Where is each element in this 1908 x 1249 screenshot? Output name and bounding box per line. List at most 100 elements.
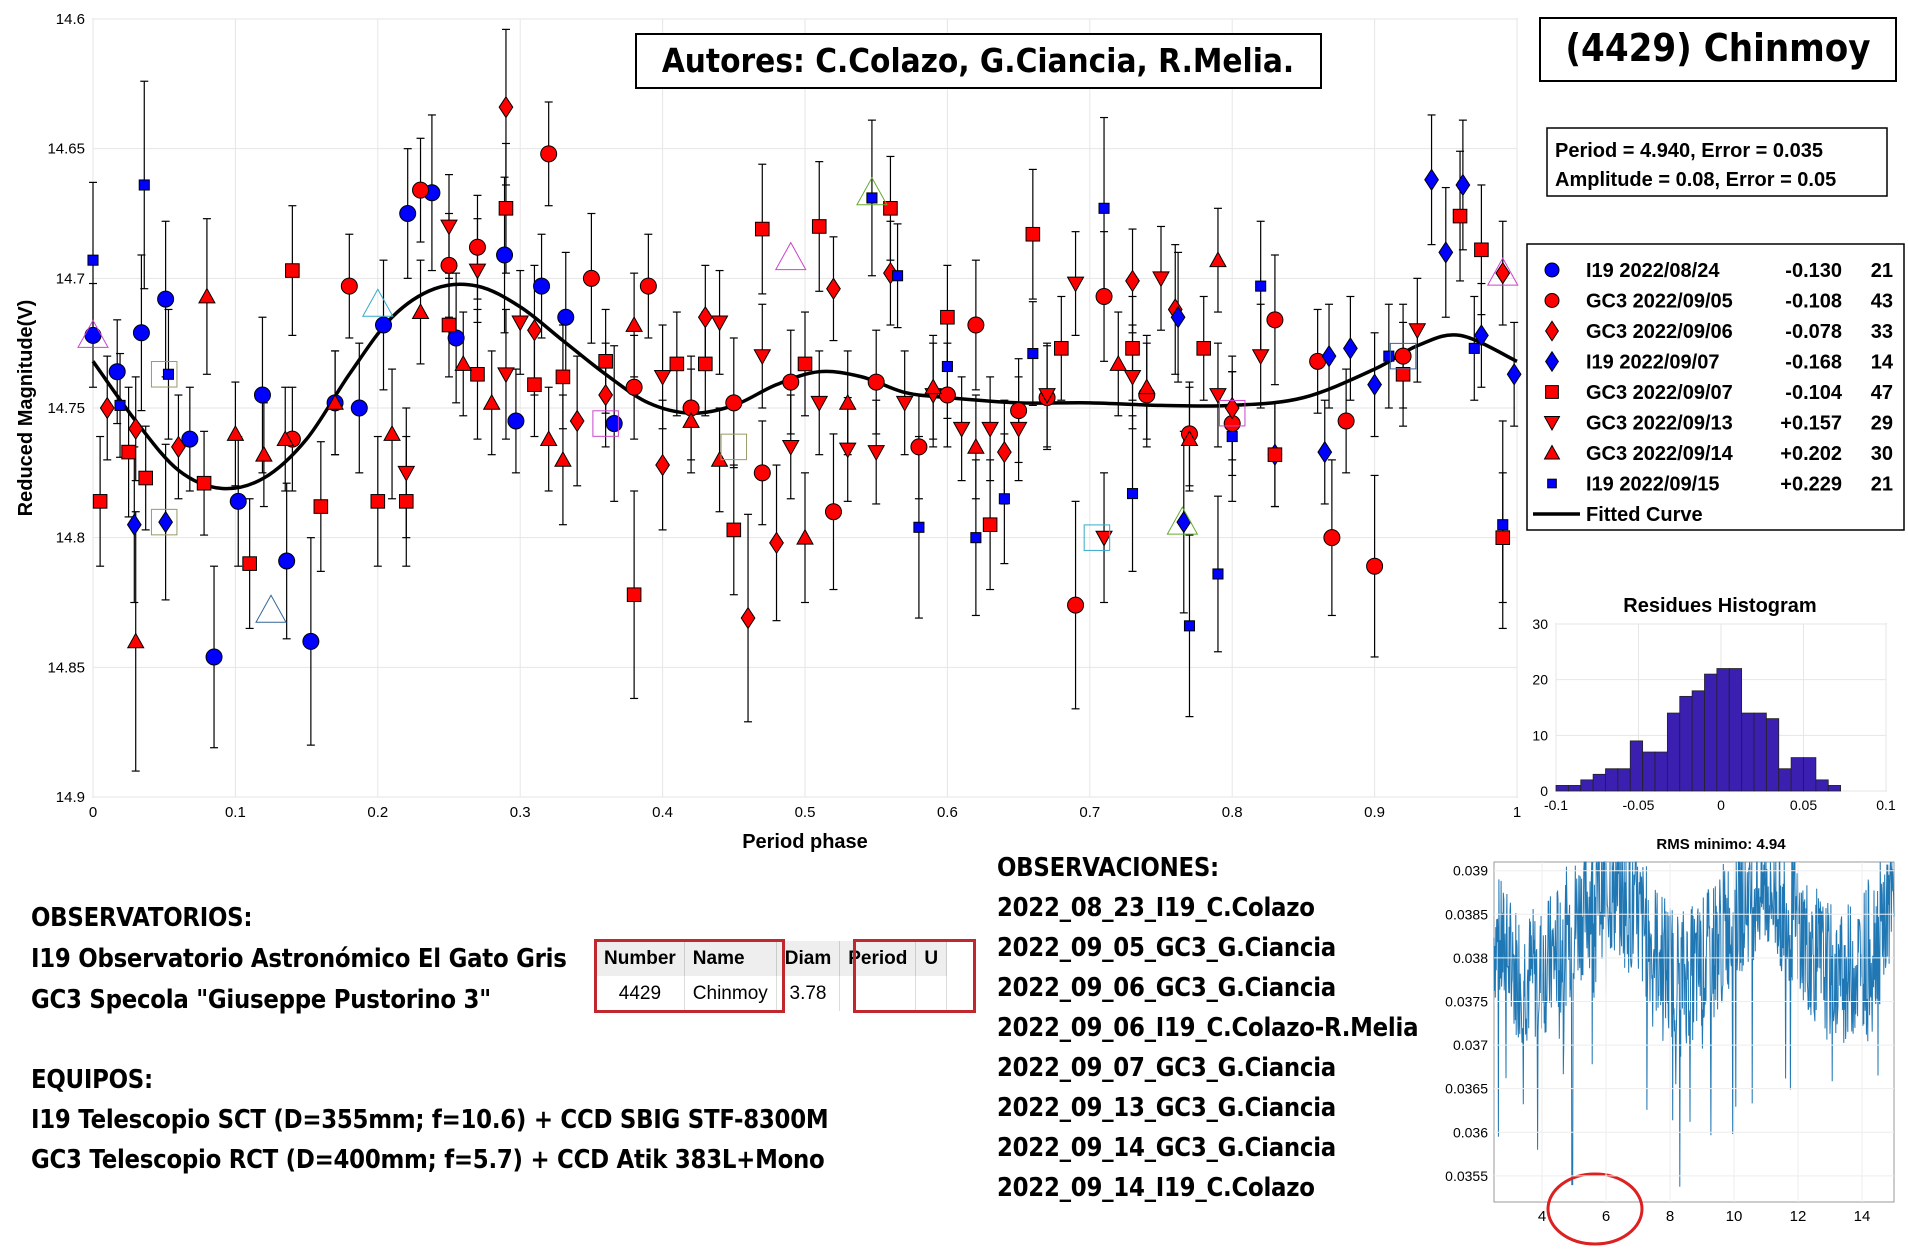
data-point (1506, 362, 1522, 386)
col-period: Period (839, 941, 917, 976)
lightcurve-plot: 0 0.1 0.2 0.3 0.4 0.5 0.6 0.7 0.8 0.9 1 14.6 14.65 14… (15, 11, 1522, 853)
data-point (99, 396, 115, 420)
data-point (533, 277, 551, 295)
data-point (753, 464, 771, 482)
hist-y-tick: 10 (1532, 727, 1548, 743)
data-point (970, 532, 982, 544)
object-title: (4429) Chinmoy (1565, 26, 1870, 70)
legend-offset: +0.157 (1780, 413, 1842, 435)
data-point (769, 531, 784, 555)
col-number: Number (596, 941, 685, 976)
data-point (797, 356, 813, 372)
data-point (982, 517, 998, 533)
hist-x-tick: -0.05 (1623, 797, 1655, 813)
data-point (1323, 529, 1341, 547)
data-point (1438, 241, 1454, 264)
data-point (1474, 242, 1489, 258)
data-point (940, 309, 955, 325)
cell-number: 4429 (596, 976, 685, 1011)
x-tick-label: 0 (89, 804, 97, 821)
data-point (781, 440, 800, 456)
data-point (527, 377, 542, 392)
rms-y-tick: 0.039 (1453, 863, 1488, 879)
data-point (1038, 388, 1056, 405)
rms-x-tick: 6 (1602, 1208, 1610, 1225)
data-point (639, 277, 657, 295)
data-point (555, 369, 571, 385)
data-point (1027, 348, 1039, 360)
cell-u (915, 976, 948, 1011)
data-point (782, 373, 800, 391)
residues-histogram: Residues Histogram 0 10 20 30 -0.1 -0.05 0 0.05… (1532, 595, 1896, 813)
data-point (1497, 519, 1509, 531)
data-point (1209, 251, 1227, 268)
hist-bar (1617, 768, 1631, 792)
data-point (1224, 396, 1240, 420)
data-point (498, 201, 514, 216)
x-tick-label: 0.7 (1079, 804, 1100, 821)
hist-bar (1753, 712, 1767, 792)
data-point (1408, 323, 1427, 340)
data-point (1095, 530, 1113, 547)
legend: I19 2022/08/24 -0.130 21 GC3 2022/09/05 -0.1… (1526, 243, 1905, 531)
hist-x-tick: -0.1 (1544, 797, 1568, 813)
table-header-row: Number Name Diam Period U (596, 941, 948, 976)
data-point (383, 424, 401, 441)
data-point (669, 356, 685, 372)
data-point (171, 435, 186, 459)
data-point (1495, 261, 1511, 285)
data-point (1468, 342, 1480, 354)
data-point (582, 269, 600, 287)
data-point (540, 145, 558, 163)
rms-periodogram: RMS minimo: 4.94 0.0355 0.036 0.0365 0.037 0… (1445, 836, 1895, 1246)
minimum-highlight-circle (1546, 1172, 1644, 1246)
legend-offset: -0.108 (1785, 291, 1842, 313)
y-tick-label: 14.9 (56, 789, 85, 806)
legend-count: 43 (1871, 291, 1893, 313)
data-point (996, 440, 1012, 464)
data-point (397, 465, 416, 482)
data-point (1474, 324, 1489, 347)
table-highlight-period-u (853, 939, 976, 1013)
hist-x-tick: 0.1 (1876, 797, 1896, 813)
data-point (1342, 337, 1358, 360)
legend-label: GC3 2022/09/06 (1586, 321, 1733, 343)
legend-offset: -0.104 (1785, 382, 1843, 404)
legend-label: I19 2022/09/07 (1586, 352, 1719, 374)
x-tick-label: 0.2 (367, 804, 388, 821)
data-point (655, 453, 670, 477)
data-point (255, 445, 273, 462)
y-tick-label: 14.65 (47, 141, 85, 158)
amplitude-text: Amplitude = 0.08, Error = 0.05 (1555, 169, 1836, 191)
hist-bar (1728, 668, 1743, 792)
data-point (374, 316, 392, 334)
legend-offset: +0.229 (1780, 474, 1842, 496)
data-point (1452, 208, 1468, 224)
data-point (1054, 341, 1069, 356)
highlight-marker (856, 176, 888, 206)
legend-label: I19 2022/08/24 (1586, 260, 1720, 282)
legend-marker (1545, 385, 1559, 399)
legend-count: 47 (1871, 382, 1893, 404)
hist-bar (1790, 757, 1804, 792)
rms-x-tick: 10 (1726, 1208, 1743, 1225)
data-point (398, 494, 414, 509)
data-point (967, 437, 985, 454)
data-point (625, 378, 643, 396)
hist-y-tick: 0 (1540, 783, 1548, 799)
data-point (1183, 620, 1196, 632)
data-point (753, 349, 772, 366)
data-point (412, 181, 430, 199)
data-point (92, 494, 108, 509)
highlight-marker (1218, 399, 1246, 427)
legend-count: 21 (1871, 260, 1893, 282)
legend-marker (1543, 416, 1561, 432)
data-point (276, 430, 295, 447)
legend-marker (1543, 444, 1561, 460)
fitted-curve-line (91, 282, 1518, 491)
data-point (162, 368, 175, 380)
data-point (811, 219, 827, 234)
hist-bar (1567, 785, 1582, 792)
data-point (1394, 347, 1412, 365)
